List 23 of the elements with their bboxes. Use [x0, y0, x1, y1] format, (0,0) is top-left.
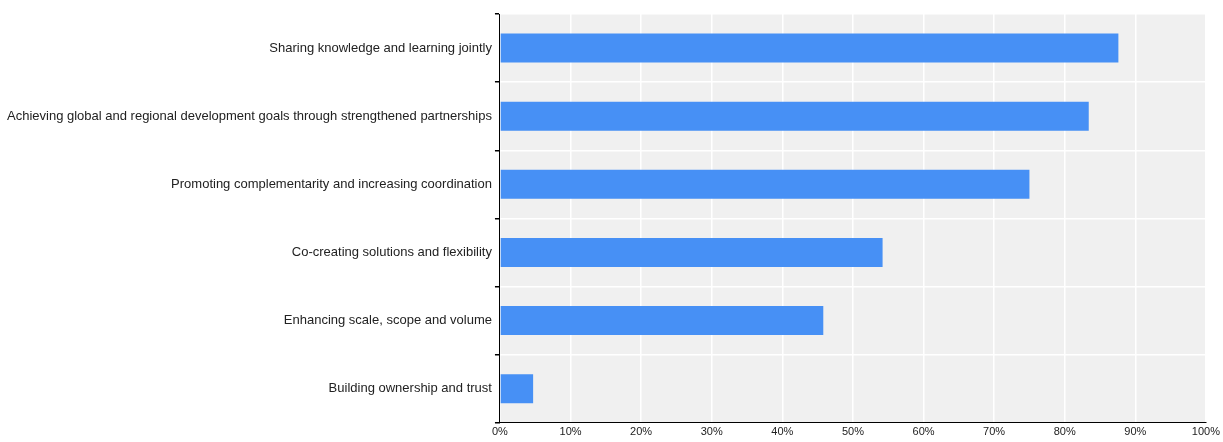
bar [500, 237, 883, 267]
x-tick-label: 100% [1191, 425, 1221, 438]
bar [500, 374, 534, 404]
x-tick-label: 30% [700, 425, 723, 438]
x-tick-label: 20% [630, 425, 653, 438]
y-tick-label: Sharing knowledge and learning jointly [269, 39, 493, 55]
y-tick-label: Building ownership and trust [328, 380, 493, 396]
bar [500, 101, 1089, 131]
x-tick-label: 70% [983, 425, 1006, 438]
x-tick-label: 0% [491, 425, 509, 438]
y-tick-label: Enhancing scale, scope and volume [283, 312, 492, 328]
x-tick-label: 90% [1124, 425, 1147, 438]
y-tick-label: Achieving global and regional development goals through strengthened partnerships [6, 107, 493, 123]
x-tick-label: 80% [1053, 425, 1076, 438]
y-tick-label: Co-creating solutions and flexibility [291, 244, 493, 260]
y-tick-label: Promoting complementarity and increasing coordination [171, 175, 492, 191]
bar [500, 33, 1119, 63]
bar [500, 169, 1030, 199]
bar [500, 306, 824, 336]
x-tick-label: 40% [771, 425, 794, 438]
x-tick-label: 60% [912, 425, 935, 438]
x-tick-label: 10% [559, 425, 582, 438]
x-tick-label: 50% [841, 425, 865, 438]
